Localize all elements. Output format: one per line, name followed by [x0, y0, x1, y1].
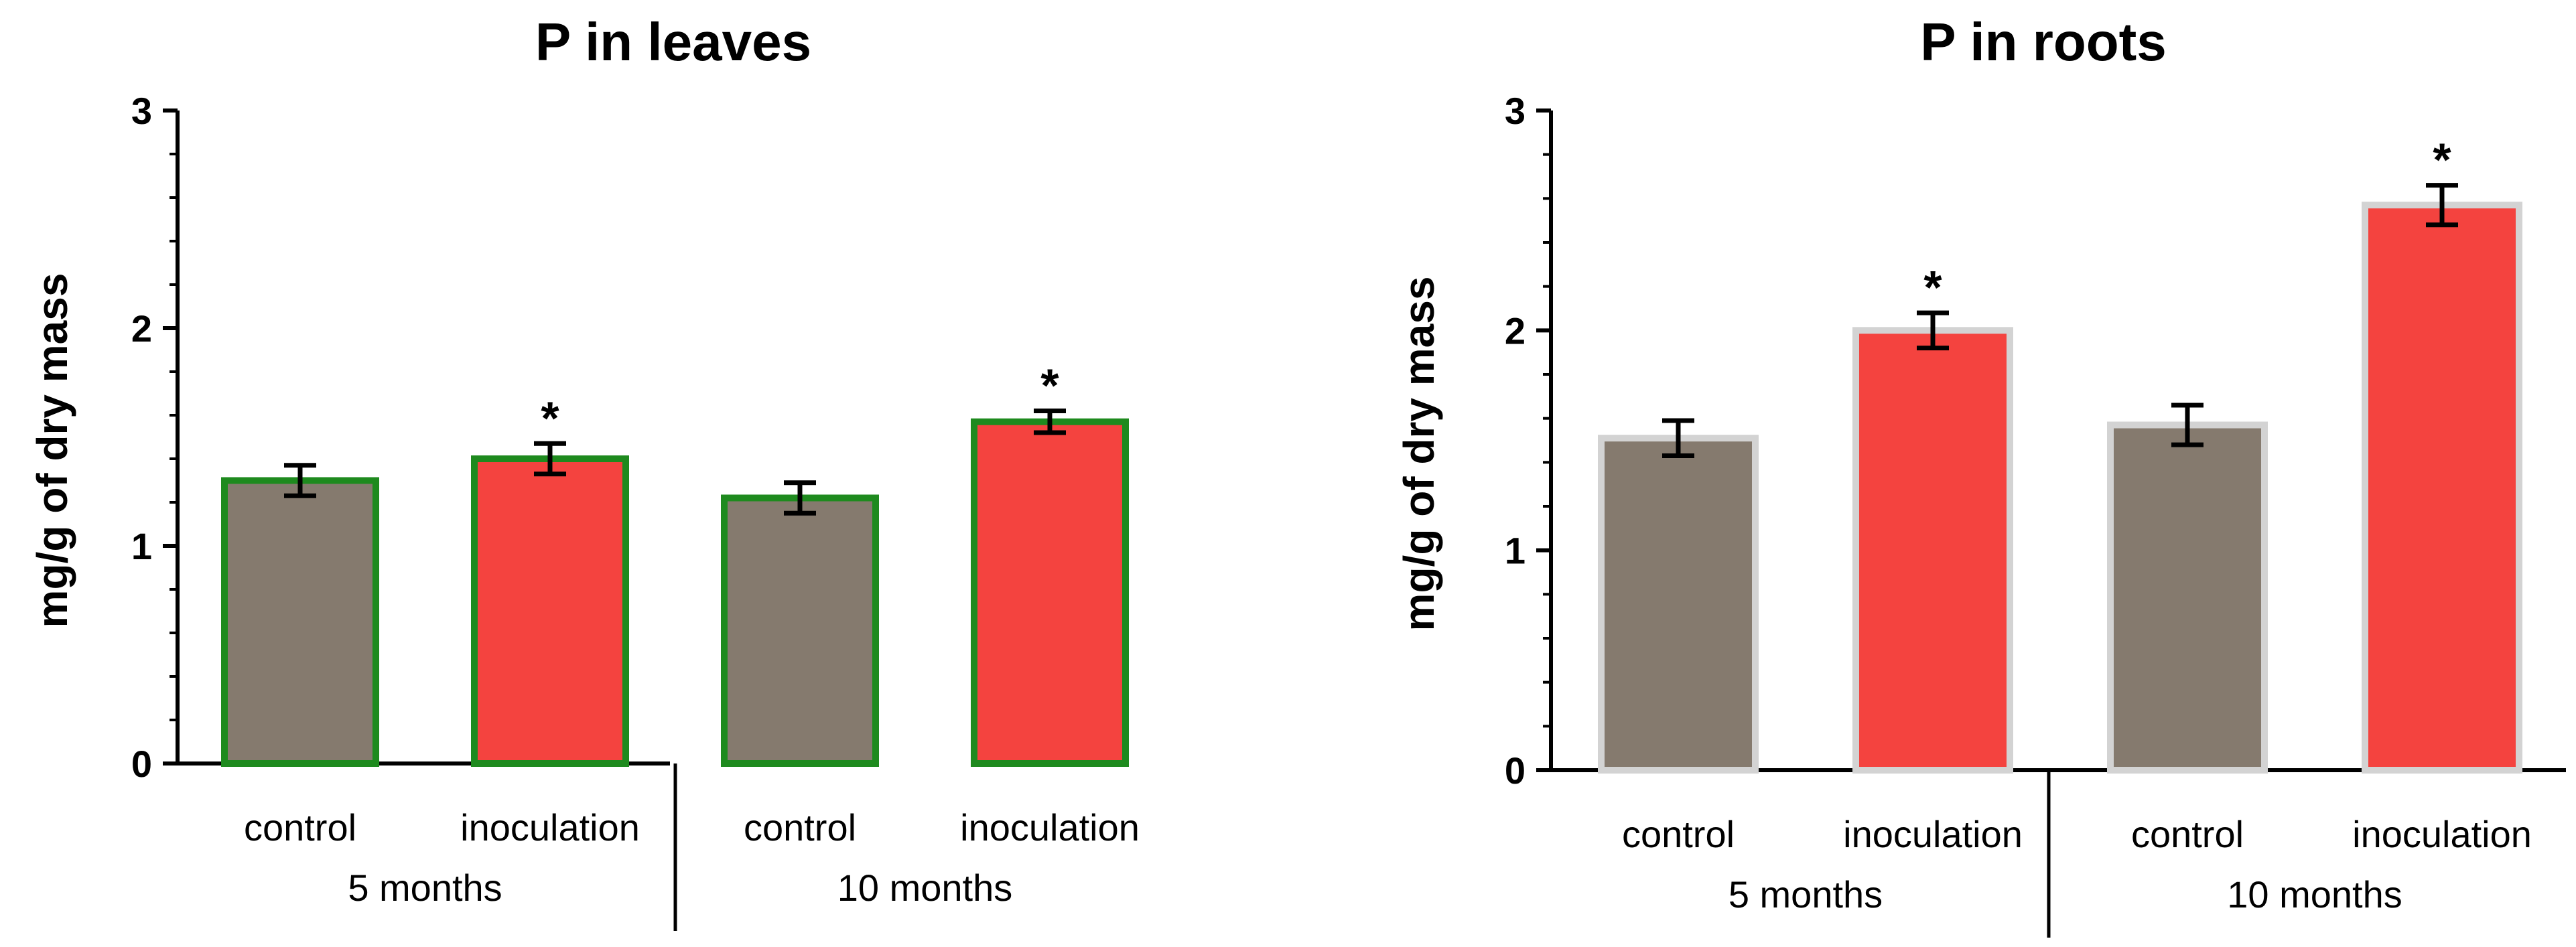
group-label: 5 months: [1728, 873, 1883, 916]
significance-star: *: [2433, 134, 2451, 186]
bar-control: [1598, 435, 1759, 774]
category-label: control: [244, 806, 356, 849]
y-tick-label: 3: [1505, 90, 1526, 132]
y-tick-label: 0: [131, 743, 152, 785]
y-tick-label: 2: [131, 307, 152, 350]
group-label: 10 months: [837, 867, 1013, 909]
category-label: inoculation: [460, 806, 640, 849]
group-label: 5 months: [348, 867, 502, 909]
y-axis-label: mg/g of dry mass: [28, 273, 76, 628]
bar-inoculation: [1852, 327, 2013, 774]
chart-title: P in roots: [1920, 12, 2166, 72]
category-label: inoculation: [1843, 813, 2023, 855]
significance-star: *: [1040, 360, 1059, 412]
chart-1: P in roots mg/g of dry mass 0 1 2 3 control * in…: [1395, 12, 2566, 938]
significance-star: *: [1923, 261, 1942, 313]
chart-title: P in leaves: [535, 12, 811, 72]
category-label: inoculation: [2352, 813, 2532, 855]
bar-control: [221, 477, 379, 767]
bar-inoculation: [2362, 202, 2522, 774]
y-axis-label: mg/g of dry mass: [1395, 277, 1443, 632]
y-tick-label: 3: [131, 90, 152, 132]
y-tick-label: 2: [1505, 309, 1526, 352]
bar-control: [721, 494, 879, 767]
category-label: control: [744, 806, 856, 849]
bar-inoculation: [971, 418, 1129, 767]
category-label: control: [2131, 813, 2244, 855]
bar-control: [2107, 421, 2268, 774]
category-label: inoculation: [960, 806, 1140, 849]
category-label: control: [1622, 813, 1735, 855]
y-tick-label: 1: [1505, 530, 1526, 572]
bar-inoculation: [471, 455, 629, 767]
group-label: 10 months: [2227, 873, 2402, 916]
chart-0: P in leaves mg/g of dry mass 0 1 2 3 control * i…: [28, 12, 1140, 931]
y-tick-label: 1: [131, 525, 152, 567]
significance-star: *: [541, 392, 559, 444]
y-tick-label: 0: [1505, 749, 1526, 792]
